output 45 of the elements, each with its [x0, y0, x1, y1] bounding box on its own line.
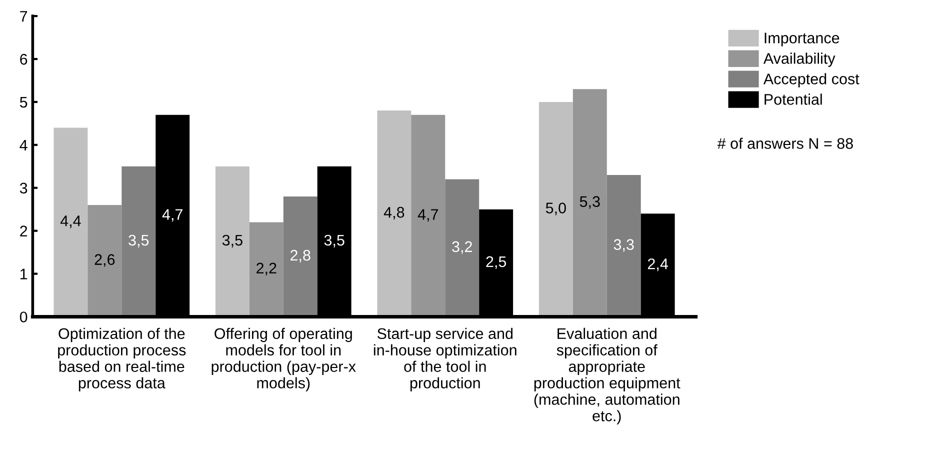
data-label: 2,6 [94, 254, 115, 267]
bar [445, 179, 480, 317]
data-label: 5,3 [580, 196, 600, 209]
legend-label: Availability [763, 52, 836, 67]
data-label: 3,5 [128, 234, 149, 248]
data-label: 2,8 [290, 250, 310, 262]
data-label: 3,3 [614, 239, 634, 252]
y-tick-label: 6 [20, 54, 28, 65]
y-tick-label: 7 [20, 11, 28, 22]
bar [411, 114, 446, 317]
bar [215, 166, 250, 317]
legend-label: Potential [764, 94, 822, 105]
data-label: 2,2 [256, 262, 276, 276]
bar [54, 128, 88, 317]
bar [88, 205, 122, 317]
bar [122, 166, 156, 317]
data-label: 2,4 [648, 258, 668, 272]
data-label: 4,8 [384, 206, 404, 220]
text: # of answers N = 88 [717, 138, 853, 149]
x-tick-label: Offering of operating models for tool in production (pay-per-x models) [212, 328, 356, 392]
data-label: 4,4 [60, 216, 81, 228]
data-label: 3,2 [452, 241, 472, 254]
data-label: 5,0 [546, 202, 566, 216]
bar [283, 196, 318, 317]
data-label: 4,7 [162, 209, 182, 222]
bar [606, 174, 641, 317]
y-tick-label: 0 [20, 312, 28, 322]
legend-label: Accepted cost [763, 73, 860, 88]
bar [572, 89, 607, 317]
bar [538, 102, 573, 317]
y-tick-label: 2 [20, 226, 28, 236]
data-label: 4,7 [418, 209, 438, 222]
x-tick-label: Evaluation and specification of appropriate production equipment (machine, automation etc.) [534, 328, 680, 424]
x-tick-label: Optimization of the production process based on real-time process data [58, 328, 186, 392]
y-tick-label: 1 [20, 268, 28, 280]
bar [377, 110, 412, 317]
y-tick-label: 5 [20, 96, 28, 108]
data-label: 3,5 [324, 234, 344, 248]
x-tick-label: Start-up service and in-house optimization of the tool in production [374, 328, 516, 392]
data-label: 2,5 [486, 256, 506, 269]
legend-label: Importance [764, 32, 840, 46]
y-tick-label: 4 [20, 140, 28, 150]
bar [249, 222, 284, 317]
y-tick-label: 3 [20, 182, 28, 194]
data-label: 3,5 [222, 234, 242, 248]
